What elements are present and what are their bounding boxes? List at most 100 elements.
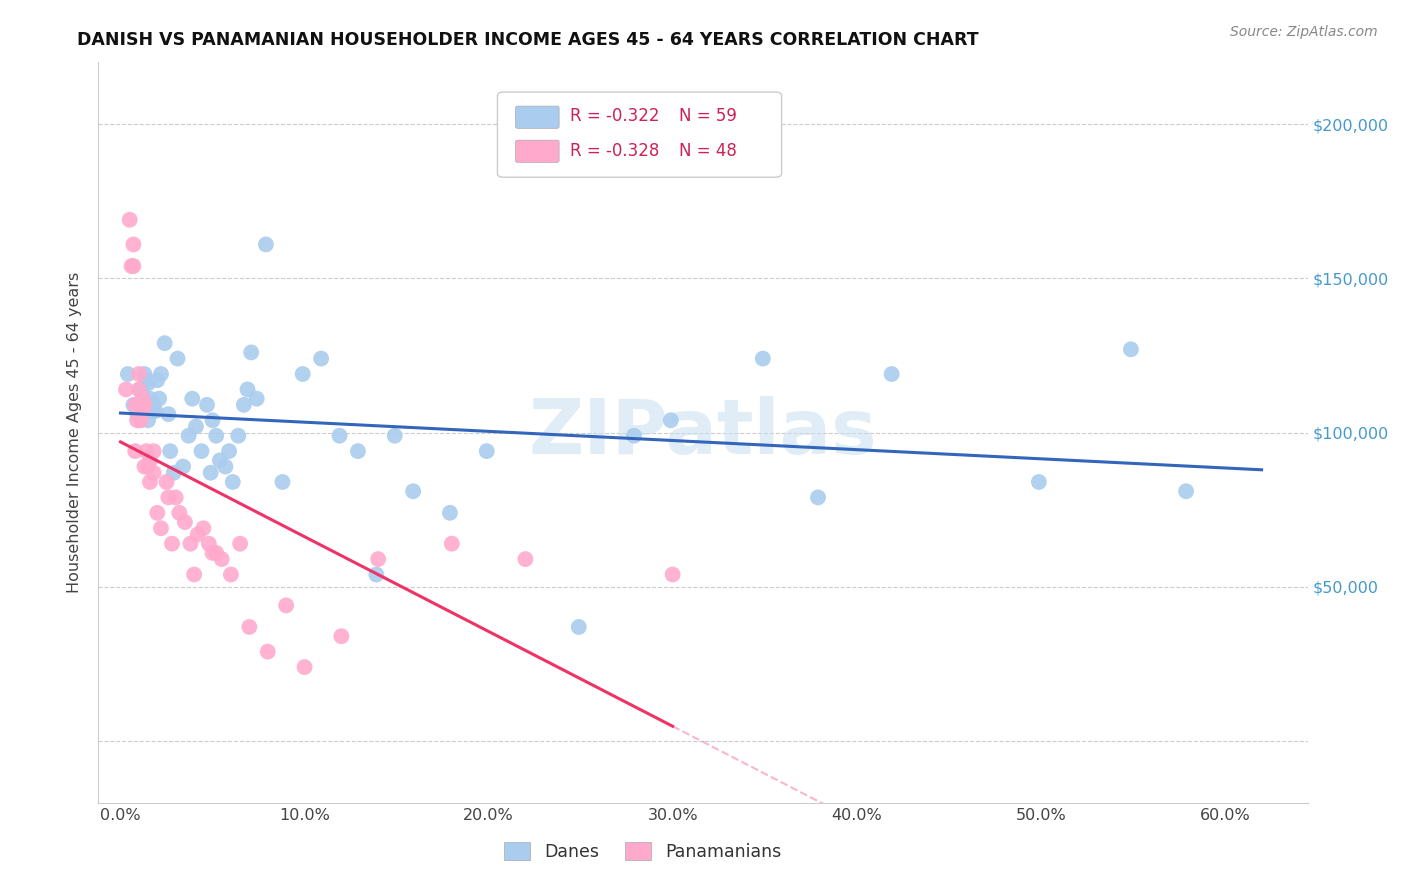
Point — [118, 212, 141, 227]
Text: R = -0.322: R = -0.322 — [569, 108, 659, 126]
Point — [309, 351, 332, 366]
Point — [148, 392, 170, 406]
Point — [271, 475, 294, 489]
Point — [139, 392, 162, 406]
Point — [122, 398, 145, 412]
Point — [135, 444, 157, 458]
Point — [131, 392, 153, 406]
Point — [187, 527, 209, 541]
Point — [222, 475, 245, 489]
Text: N = 48: N = 48 — [679, 142, 737, 160]
Point — [236, 383, 259, 397]
Point — [276, 599, 298, 613]
Point — [155, 475, 177, 489]
Point — [205, 546, 228, 560]
Point — [195, 398, 218, 412]
Point — [134, 459, 156, 474]
Point — [238, 620, 260, 634]
Point — [384, 428, 406, 442]
Point — [226, 428, 249, 442]
Point — [232, 398, 254, 412]
Point — [219, 567, 242, 582]
Point — [201, 413, 224, 427]
Point — [146, 373, 169, 387]
Point — [623, 428, 645, 442]
Point — [121, 259, 143, 273]
Point — [366, 567, 388, 582]
Point — [125, 407, 148, 421]
Point — [184, 419, 207, 434]
Point — [165, 491, 187, 505]
Point — [153, 336, 176, 351]
Point — [129, 413, 152, 427]
Y-axis label: Householder Income Ages 45 - 64 years: Householder Income Ages 45 - 64 years — [67, 272, 83, 593]
Text: R = -0.328: R = -0.328 — [569, 142, 659, 160]
Point — [291, 367, 314, 381]
Text: DANISH VS PANAMANIAN HOUSEHOLDER INCOME AGES 45 - 64 YEARS CORRELATION CHART: DANISH VS PANAMANIAN HOUSEHOLDER INCOME … — [77, 31, 979, 49]
Point — [246, 392, 269, 406]
Point — [475, 444, 498, 458]
Point — [150, 521, 173, 535]
Point — [179, 536, 201, 550]
Point — [880, 367, 903, 381]
Point — [174, 515, 197, 529]
Point — [254, 237, 277, 252]
Point — [129, 383, 152, 397]
Point — [515, 552, 537, 566]
Point — [134, 398, 156, 412]
Point — [128, 383, 150, 397]
Point — [160, 536, 183, 550]
Point — [177, 428, 200, 442]
Point — [117, 367, 139, 381]
Point — [142, 466, 165, 480]
Point — [122, 237, 145, 252]
Point — [256, 645, 278, 659]
Point — [142, 398, 165, 412]
Legend: Danes, Panamanians: Danes, Panamanians — [498, 836, 787, 868]
Point — [439, 506, 461, 520]
Point — [150, 367, 173, 381]
Point — [131, 404, 153, 418]
Point — [190, 444, 212, 458]
Point — [157, 407, 180, 421]
Point — [208, 453, 231, 467]
Point — [440, 536, 463, 550]
Point — [142, 444, 165, 458]
Point — [139, 475, 162, 489]
Point — [134, 367, 156, 381]
Point — [807, 491, 830, 505]
Point — [200, 466, 222, 480]
Point — [347, 444, 370, 458]
Point — [183, 567, 205, 582]
Point — [229, 536, 252, 550]
Point — [193, 521, 215, 535]
Point — [568, 620, 591, 634]
Point — [136, 413, 159, 427]
Point — [201, 546, 224, 560]
Point — [136, 376, 159, 391]
Text: Source: ZipAtlas.com: Source: ZipAtlas.com — [1230, 25, 1378, 39]
Text: N = 59: N = 59 — [679, 108, 737, 126]
Point — [145, 404, 167, 418]
Point — [157, 491, 180, 505]
Point — [128, 367, 150, 381]
FancyBboxPatch shape — [498, 92, 782, 178]
Point — [125, 413, 148, 427]
Point — [139, 453, 162, 467]
Point — [240, 345, 263, 359]
Point — [166, 351, 188, 366]
Point — [367, 552, 389, 566]
Point — [218, 444, 240, 458]
Point — [752, 351, 775, 366]
Point — [330, 629, 353, 643]
Text: ZIPatlas: ZIPatlas — [529, 396, 877, 469]
Point — [181, 392, 204, 406]
Point — [402, 484, 425, 499]
Point — [328, 428, 350, 442]
Point — [124, 398, 146, 412]
FancyBboxPatch shape — [516, 106, 560, 128]
Point — [169, 506, 191, 520]
Point — [661, 567, 683, 582]
Point — [214, 459, 236, 474]
Point — [1028, 475, 1050, 489]
